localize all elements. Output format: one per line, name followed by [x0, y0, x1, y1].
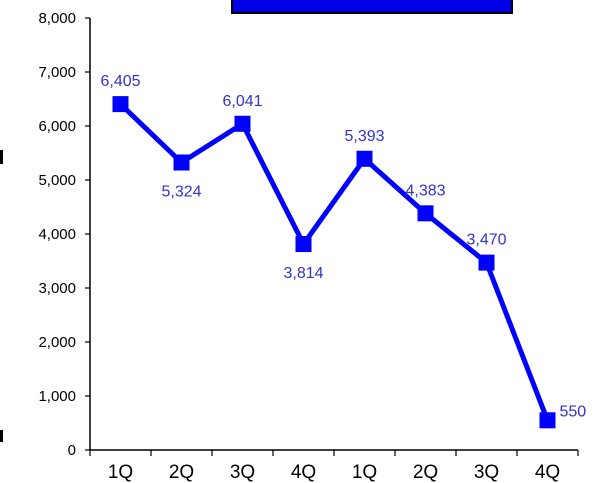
y-tick-label: 4,000: [38, 226, 76, 243]
data-label: 6,405: [100, 73, 140, 90]
data-label: 5,324: [161, 184, 201, 201]
data-label: 4,383: [405, 182, 445, 199]
data-point: [173, 154, 190, 171]
x-tick-label: 1Q: [108, 462, 133, 483]
y-tick-label: 3,000: [38, 280, 76, 297]
y-axis-ticks: 0 1,000 2,000 3,000 4,000 5,000 6,000 7,000 8,00…: [38, 10, 90, 459]
data-label: 550: [560, 403, 587, 420]
x-tick-label: 4Q: [535, 462, 560, 483]
data-labels: 6,405 5,324 6,041 3,814 5,393 4,383 3,470 550: [100, 73, 586, 420]
y-tick-label: 1,000: [38, 388, 76, 405]
x-axis-ticks: 1Q 2Q 3Q 4Q 1Q 2Q 3Q 4Q: [89, 450, 579, 483]
data-label: 3,814: [283, 265, 323, 282]
y-tick-label: 8,000: [38, 10, 76, 27]
x-tick-label: 4Q: [291, 462, 316, 483]
x-tick-label: 2Q: [413, 462, 438, 483]
left-edge-mark: [0, 150, 3, 164]
title-banner: [231, 0, 513, 14]
y-tick-label: 5,000: [38, 172, 76, 189]
left-edge-mark: [0, 430, 3, 442]
data-point: [539, 412, 556, 429]
series-line: [118, 102, 550, 422]
x-tick-label: 3Q: [474, 462, 499, 483]
data-point: [234, 115, 251, 132]
x-tick-label: 2Q: [169, 462, 194, 483]
y-tick-label: 7,000: [38, 64, 76, 81]
data-point: [478, 254, 495, 271]
data-label: 5,393: [344, 128, 384, 145]
data-point: [417, 205, 434, 222]
data-label: 6,041: [222, 93, 262, 110]
data-label: 3,470: [466, 232, 506, 249]
data-point: [356, 150, 373, 167]
y-tick-label: 6,000: [38, 118, 76, 135]
x-tick-label: 3Q: [230, 462, 255, 483]
series-group: [112, 96, 556, 429]
y-tick-label: 0: [68, 442, 76, 459]
data-point: [295, 236, 312, 253]
data-point: [112, 96, 129, 113]
y-tick-label: 2,000: [38, 334, 76, 351]
x-tick-label: 1Q: [352, 462, 377, 483]
